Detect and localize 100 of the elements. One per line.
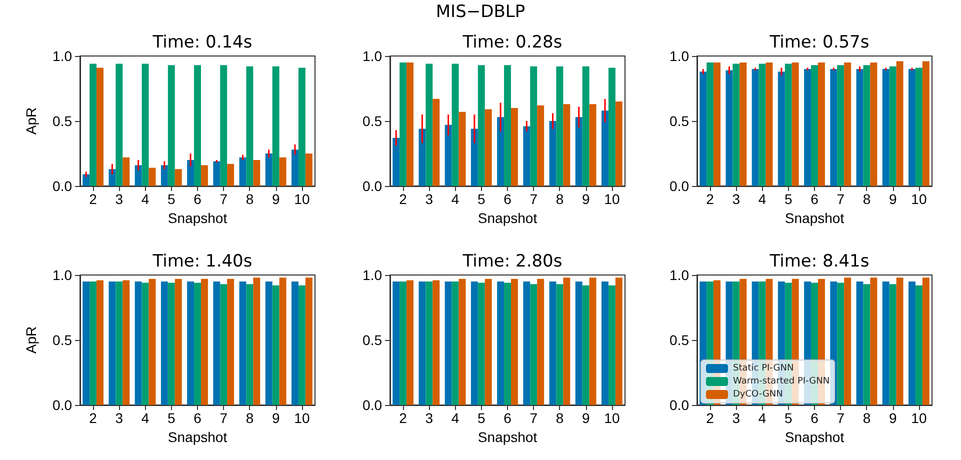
bar — [292, 282, 298, 405]
x-tick-label: 7 — [530, 410, 538, 426]
bar — [706, 62, 714, 186]
x-tick-label: 3 — [732, 410, 740, 426]
bar — [530, 284, 538, 405]
x-tick-label: 9 — [888, 410, 897, 426]
bar — [160, 282, 168, 405]
y-tick-label: 0.5 — [670, 332, 690, 348]
x-tick-label: 9 — [582, 410, 590, 426]
x-tick-label: 5 — [477, 191, 486, 207]
x-tick-label: 3 — [425, 410, 434, 426]
legend-label: DyCO-GNN — [733, 390, 783, 400]
bar — [298, 285, 306, 405]
bar — [253, 278, 260, 405]
x-tick-label: 6 — [810, 191, 819, 207]
bar — [213, 161, 220, 186]
y-tick-label: 1.0 — [362, 267, 382, 283]
bar — [90, 64, 97, 186]
bar — [837, 282, 844, 405]
bar — [253, 160, 260, 186]
bar — [608, 285, 616, 405]
bar — [187, 282, 194, 405]
x-tick-label: 9 — [272, 410, 280, 426]
bar — [870, 278, 878, 405]
bar — [714, 62, 720, 186]
x-tick-label: 8 — [246, 410, 254, 426]
bar — [523, 282, 530, 405]
x-tick-label: 8 — [862, 191, 871, 207]
bar — [116, 282, 123, 405]
x-tick-label: 7 — [836, 410, 845, 426]
x-tick-label: 2 — [399, 191, 408, 207]
text: MIS−DBLP — [434, 2, 526, 22]
x-tick-label: 10 — [911, 410, 927, 426]
bar — [200, 278, 208, 405]
x-tick-label: 10 — [294, 410, 310, 426]
bar — [504, 65, 511, 186]
y-tick-label: 0.5 — [670, 113, 690, 129]
bar — [537, 278, 544, 405]
bar — [863, 65, 870, 186]
bar — [804, 69, 812, 186]
chart-title: Time: 1.40s — [152, 252, 252, 272]
bar — [589, 278, 596, 405]
bar — [292, 150, 298, 186]
y-tick-label: 1.0 — [670, 48, 690, 64]
bar — [700, 72, 707, 186]
bar — [134, 282, 142, 405]
bar — [766, 62, 773, 186]
chart-title: Time: 0.14s — [152, 32, 252, 52]
bar — [426, 282, 433, 405]
bar — [504, 282, 511, 405]
bar — [279, 157, 286, 186]
bar — [96, 68, 104, 186]
bar — [272, 285, 280, 405]
bar — [549, 282, 556, 405]
x-tick-label: 7 — [530, 191, 538, 207]
bar — [922, 61, 930, 186]
bar — [844, 278, 852, 405]
bar — [811, 65, 818, 186]
bar — [837, 65, 844, 186]
x-axis-title: Snapshot — [168, 210, 228, 226]
y-tick-label: 1.0 — [362, 48, 382, 64]
x-tick-label: 2 — [706, 410, 714, 426]
x-axis-title: Snapshot — [478, 428, 538, 445]
bar — [908, 282, 916, 405]
bar — [458, 278, 466, 405]
y-tick-label: 0.0 — [362, 397, 382, 413]
bar — [108, 282, 116, 405]
x-tick-label: 10 — [911, 191, 927, 207]
x-tick-label: 7 — [220, 191, 228, 207]
bar — [174, 278, 182, 405]
x-tick-label: 4 — [758, 410, 766, 426]
bar — [470, 282, 478, 405]
x-tick-label: 7 — [836, 191, 845, 207]
x-tick-label: 2 — [89, 191, 98, 207]
x-tick-label: 2 — [399, 410, 408, 426]
bar — [589, 104, 596, 186]
bar — [818, 62, 825, 186]
bar — [856, 69, 864, 186]
x-tick-label: 6 — [504, 191, 512, 207]
bar — [778, 72, 785, 186]
y-tick-label: 1.0 — [670, 267, 690, 283]
bar — [563, 104, 570, 186]
bar — [615, 102, 622, 186]
bar — [426, 64, 433, 186]
bar — [915, 285, 922, 405]
bar — [305, 154, 312, 186]
bar — [142, 282, 149, 405]
bar — [549, 121, 556, 186]
bar — [108, 169, 116, 186]
bar — [889, 66, 896, 186]
bar — [602, 110, 608, 186]
x-tick-label: 2 — [89, 410, 98, 426]
bar — [122, 157, 130, 186]
bar — [497, 282, 504, 405]
bar — [792, 62, 799, 186]
bar — [220, 65, 228, 186]
bar — [174, 169, 182, 186]
x-axis-title: Snapshot — [784, 428, 844, 445]
bar — [484, 109, 492, 186]
x-tick-label: 6 — [504, 410, 512, 426]
